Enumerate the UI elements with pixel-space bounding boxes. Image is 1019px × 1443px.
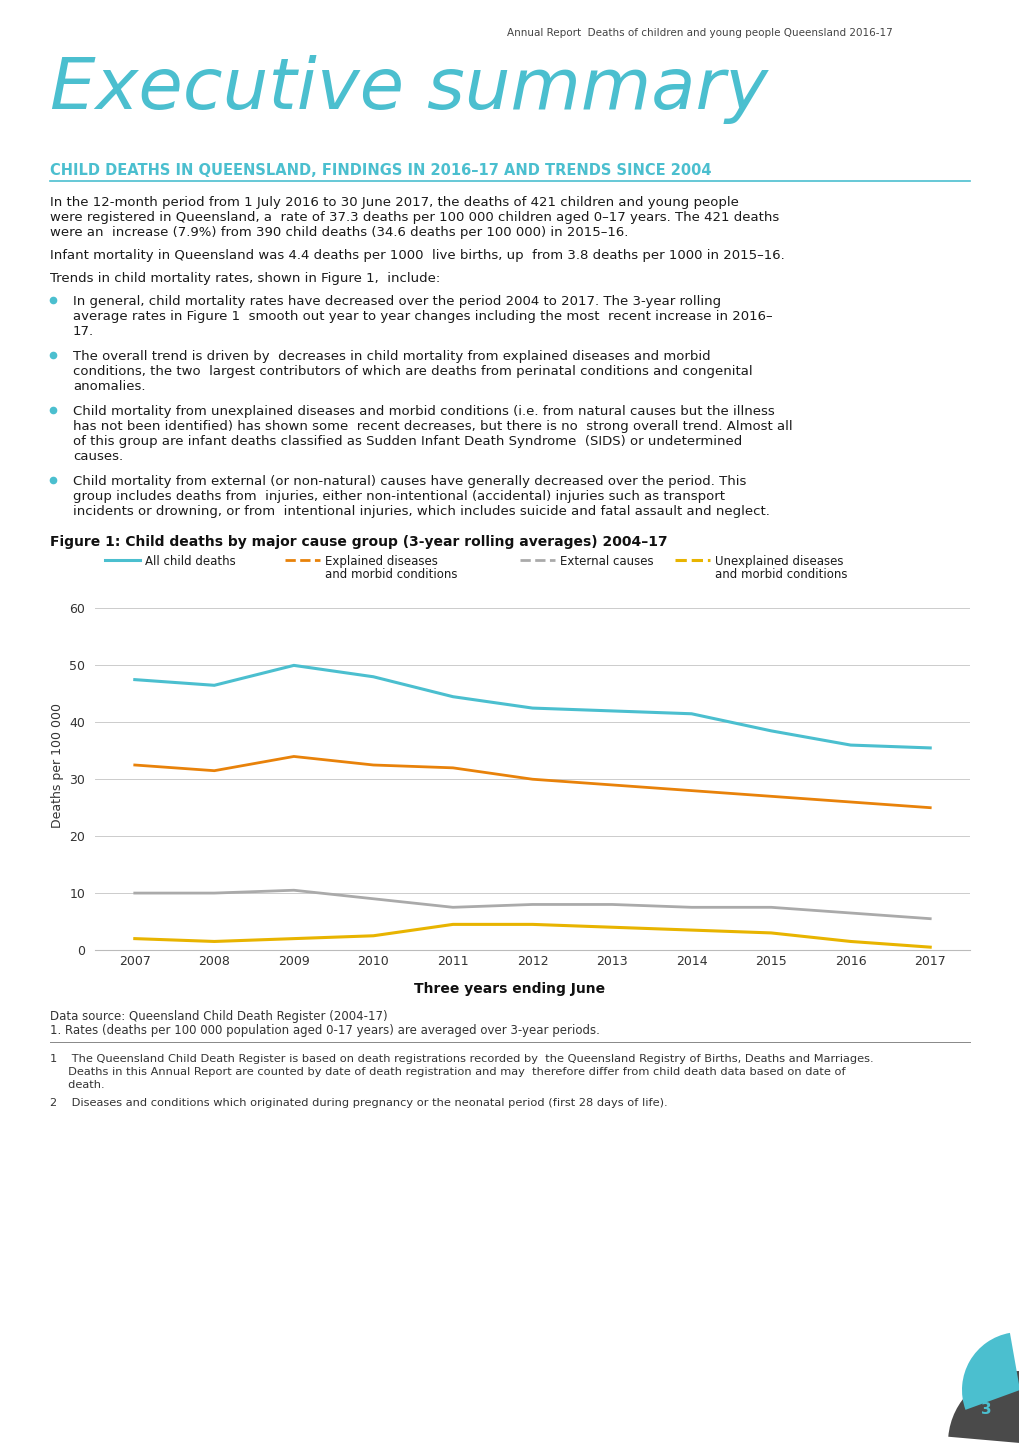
Wedge shape — [961, 1333, 1019, 1410]
Text: were an  increase (7.9%) from 390 child deaths (34.6 deaths per 100 000) in 2015: were an increase (7.9%) from 390 child d… — [50, 227, 628, 240]
Text: incidents or drowning, or from  intentional injuries, which includes suicide and: incidents or drowning, or from intention… — [73, 505, 769, 518]
Text: group includes deaths from  injuries, either non-intentional (accidental) injuri: group includes deaths from injuries, eit… — [73, 491, 725, 504]
Text: Annual Report  Deaths of children and young people Queensland 2016-17: Annual Report Deaths of children and you… — [506, 27, 892, 38]
Text: Figure 1: Child deaths by major cause group (3-year rolling averages) 2004–17: Figure 1: Child deaths by major cause gr… — [50, 535, 667, 548]
Text: Infant mortality in Queensland was 4.4 deaths per 1000  live births, up  from 3.: Infant mortality in Queensland was 4.4 d… — [50, 250, 784, 263]
Text: All child deaths: All child deaths — [145, 556, 235, 569]
Text: 2    Diseases and conditions which originated during pregnancy or the neonatal p: 2 Diseases and conditions which originat… — [50, 1098, 667, 1108]
Text: anomalies.: anomalies. — [73, 380, 146, 392]
Text: has not been identified) has shown some  recent decreases, but there is no  stro: has not been identified) has shown some … — [73, 420, 792, 433]
Wedge shape — [948, 1371, 1019, 1443]
Text: Explained diseases: Explained diseases — [325, 556, 437, 569]
Text: Unexplained diseases: Unexplained diseases — [714, 556, 843, 569]
Text: Three years ending June: Three years ending June — [414, 983, 605, 996]
Text: 1    The Queensland Child Death Register is based on death registrations recorde: 1 The Queensland Child Death Register is… — [50, 1053, 872, 1063]
Text: Executive summary: Executive summary — [50, 55, 767, 124]
Text: causes.: causes. — [73, 450, 123, 463]
Text: 17.: 17. — [73, 325, 94, 338]
Text: 3: 3 — [979, 1403, 990, 1417]
Text: Deaths in this Annual Report are counted by date of death registration and may  : Deaths in this Annual Report are counted… — [50, 1066, 845, 1076]
Text: death.: death. — [50, 1079, 105, 1089]
Text: were registered in Queensland, a  rate of 37.3 deaths per 100 000 children aged : were registered in Queensland, a rate of… — [50, 211, 779, 224]
Text: The overall trend is driven by  decreases in child mortality from explained dise: The overall trend is driven by decreases… — [73, 351, 710, 364]
Y-axis label: Deaths per 100 000: Deaths per 100 000 — [51, 703, 63, 827]
Text: In the 12-month period from 1 July 2016 to 30 June 2017, the deaths of 421 child: In the 12-month period from 1 July 2016 … — [50, 196, 738, 209]
Text: External causes: External causes — [559, 556, 653, 569]
Text: and morbid conditions: and morbid conditions — [325, 569, 458, 582]
Text: In general, child mortality rates have decreased over the period 2004 to 2017. T: In general, child mortality rates have d… — [73, 294, 720, 307]
Text: Child mortality from external (or non-natural) causes have generally decreased o: Child mortality from external (or non-na… — [73, 475, 746, 488]
Text: Data source: Queensland Child Death Register (2004-17): Data source: Queensland Child Death Regi… — [50, 1010, 387, 1023]
Text: Trends in child mortality rates, shown in Figure 1,  include:: Trends in child mortality rates, shown i… — [50, 271, 440, 286]
Text: and morbid conditions: and morbid conditions — [714, 569, 847, 582]
Text: of this group are infant deaths classified as Sudden Infant Death Syndrome  (SID: of this group are infant deaths classifi… — [73, 434, 742, 447]
Text: conditions, the two  largest contributors of which are deaths from perinatal con: conditions, the two largest contributors… — [73, 365, 752, 378]
Text: average rates in Figure 1  smooth out year to year changes including the most  r: average rates in Figure 1 smooth out yea… — [73, 310, 771, 323]
Text: CHILD DEATHS IN QUEENSLAND, FINDINGS IN 2016–17 AND TRENDS SINCE 2004: CHILD DEATHS IN QUEENSLAND, FINDINGS IN … — [50, 163, 711, 177]
Text: Child mortality from unexplained diseases and morbid conditions (i.e. from natur: Child mortality from unexplained disease… — [73, 405, 774, 418]
Text: 1. Rates (deaths per 100 000 population aged 0-17 years) are averaged over 3-yea: 1. Rates (deaths per 100 000 population … — [50, 1025, 599, 1038]
